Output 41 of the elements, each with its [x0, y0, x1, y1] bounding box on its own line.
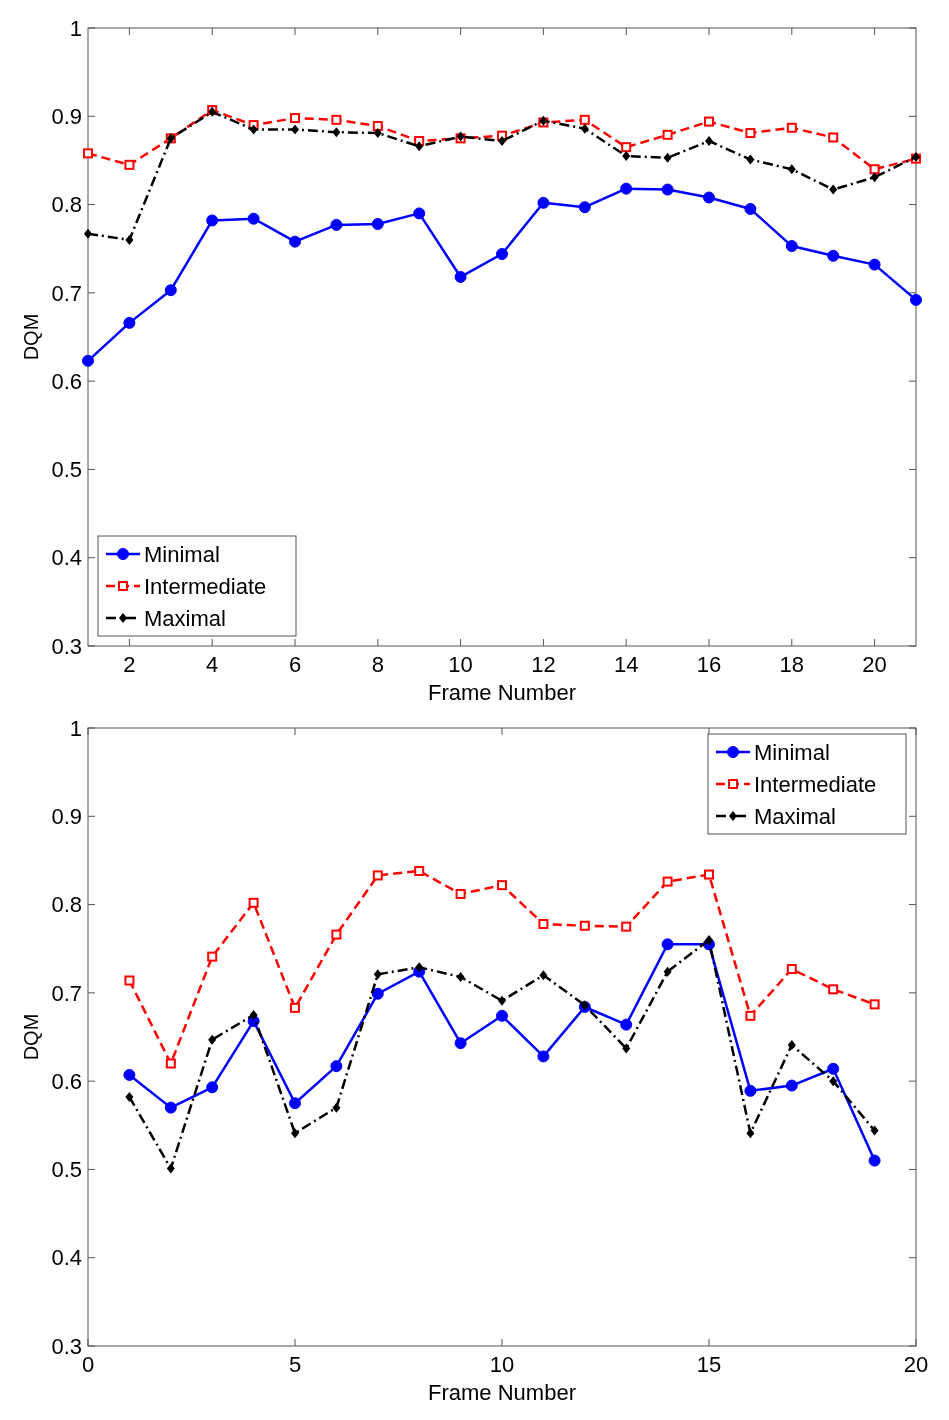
- y-tick-label: 0.7: [51, 980, 82, 1006]
- x-tick-label: 20: [903, 1352, 929, 1377]
- x-tick-label: 8: [371, 652, 384, 677]
- y-tick-label: 0.6: [51, 368, 82, 394]
- y-tick-label: 0.7: [51, 280, 82, 306]
- y-tick-label: 0.5: [51, 457, 82, 483]
- y-tick-label: 0.3: [51, 633, 82, 659]
- x-axis-title: Frame Number: [428, 680, 576, 705]
- x-tick-label: 20: [862, 652, 887, 677]
- y-tick-label: 0.5: [51, 1157, 82, 1183]
- y-tick-label: 0.4: [51, 1245, 82, 1271]
- x-tick-label: 14: [613, 652, 639, 677]
- x-tick-label: 5: [288, 1352, 302, 1377]
- y-tick-label: 0.8: [51, 892, 82, 918]
- legend-label: Maximal: [754, 803, 836, 829]
- legend-label: Intermediate: [754, 771, 877, 797]
- legend-label: Maximal: [144, 605, 226, 631]
- x-tick-label: 10: [489, 1352, 515, 1377]
- y-axis-title: DQM: [20, 1013, 42, 1061]
- x-tick-label: 15: [696, 1352, 722, 1377]
- legend-label: Minimal: [754, 739, 830, 765]
- x-tick-label: 12: [531, 652, 556, 677]
- y-tick-label: 0.3: [51, 1333, 82, 1359]
- y-tick-label: 0.9: [51, 803, 82, 829]
- legend-label: Minimal: [144, 541, 220, 567]
- y-tick-label: 0.9: [51, 103, 82, 129]
- x-tick-label: 2: [123, 652, 136, 677]
- y-tick-label: 0.4: [51, 545, 82, 571]
- y-tick-label: 1: [69, 715, 82, 741]
- x-axis-title: Frame Number: [428, 1380, 576, 1405]
- x-tick-label: 10: [448, 652, 473, 677]
- y-tick-label: 1: [69, 15, 82, 41]
- y-tick-label: 0.6: [51, 1068, 82, 1094]
- x-tick-label: 6: [288, 652, 302, 677]
- x-tick-label: 0: [81, 1352, 95, 1377]
- x-tick-label: 16: [696, 652, 722, 677]
- x-tick-label: 18: [779, 652, 805, 677]
- legend-label: Intermediate: [144, 573, 267, 599]
- x-tick-label: 4: [206, 652, 219, 677]
- y-tick-label: 0.8: [51, 192, 82, 218]
- y-axis-title: DQM: [20, 313, 42, 361]
